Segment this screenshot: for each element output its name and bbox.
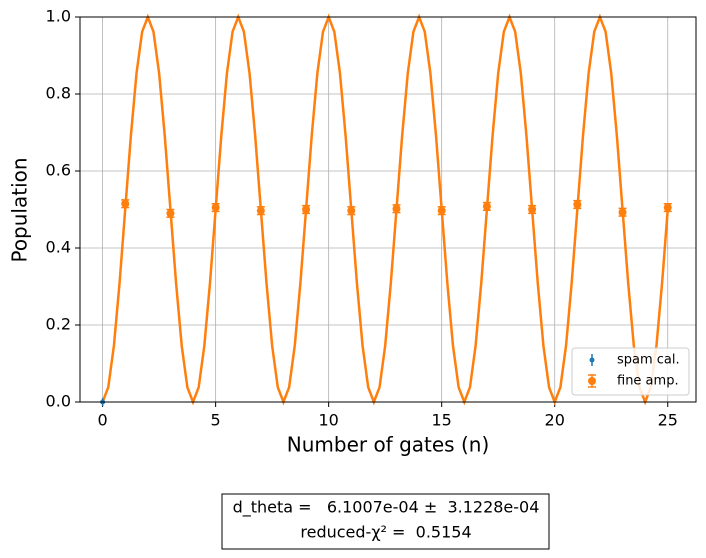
data-point bbox=[166, 209, 175, 218]
data-point bbox=[437, 206, 446, 215]
y-tick-label: 0.2 bbox=[46, 315, 71, 334]
data-point bbox=[618, 208, 627, 217]
x-tick-label: 25 bbox=[658, 411, 678, 430]
fit-line bbox=[101, 13, 669, 406]
x-tick-label: 20 bbox=[545, 411, 565, 430]
data-point bbox=[528, 205, 537, 214]
x-tick-label: 0 bbox=[98, 411, 108, 430]
data-point bbox=[482, 202, 491, 211]
annotation-box bbox=[221, 493, 550, 550]
y-axis-label: Population bbox=[8, 157, 32, 262]
legend-marker bbox=[588, 377, 596, 385]
data-point bbox=[392, 204, 401, 213]
data-point bbox=[347, 206, 356, 215]
legend-marker bbox=[589, 357, 595, 363]
legend-label: fine amp. bbox=[617, 374, 679, 389]
plot-frame bbox=[79, 16, 697, 403]
data-point bbox=[256, 206, 265, 215]
data-point bbox=[211, 203, 220, 212]
data-point bbox=[573, 200, 582, 209]
x-axis-label: Number of gates (n) bbox=[287, 433, 490, 457]
y-tick-label: 0.4 bbox=[46, 238, 71, 257]
data-point bbox=[302, 205, 311, 214]
legend-box bbox=[571, 347, 690, 396]
x-tick-label: 5 bbox=[211, 411, 221, 430]
x-tick-label: 15 bbox=[432, 411, 452, 430]
y-tick-label: 0.0 bbox=[46, 392, 71, 411]
x-tick-label: 10 bbox=[318, 411, 338, 430]
data-point bbox=[121, 199, 130, 208]
legend-label: spam cal. bbox=[617, 353, 680, 368]
data-point bbox=[663, 203, 672, 212]
y-tick-label: 0.8 bbox=[46, 84, 71, 103]
y-tick-label: 0.6 bbox=[46, 161, 71, 180]
annotation-line: reduced-χ² = 0.5154 bbox=[300, 523, 471, 542]
y-tick-label: 1.0 bbox=[46, 7, 71, 26]
annotation-line: d_theta = 6.1007e-04 ± 3.1228e-04 bbox=[233, 498, 540, 518]
